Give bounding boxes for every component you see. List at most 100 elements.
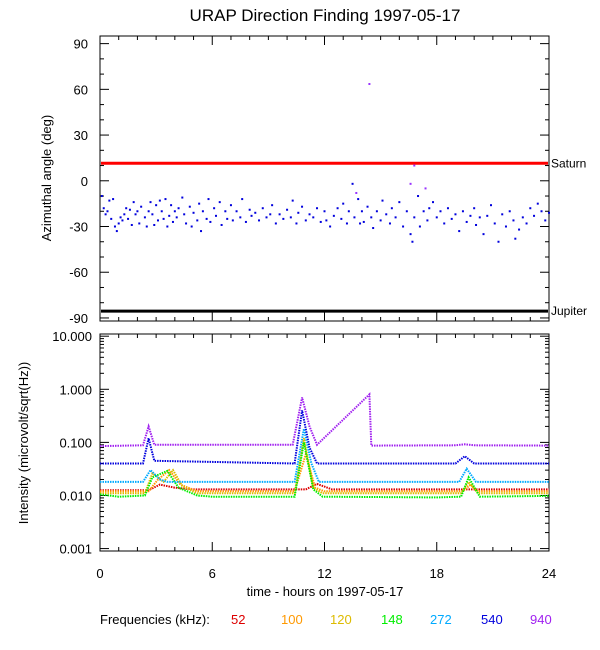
- azimuth-point: [475, 223, 478, 226]
- azimuth-point: [106, 210, 109, 213]
- reference-lines: Saturn Jupiter: [101, 156, 587, 318]
- bottom-y-axis-label: Intensity (microvolt/sqrt(Hz)): [16, 362, 31, 525]
- azimuth-point: [355, 191, 358, 194]
- azimuth-point: [372, 227, 375, 230]
- azimuth-point: [375, 210, 378, 213]
- azimuth-point: [170, 204, 173, 207]
- legend-item-120: 120: [330, 612, 352, 627]
- azimuth-point: [359, 222, 362, 225]
- azimuth-point: [465, 220, 468, 223]
- azimuth-point: [417, 195, 420, 198]
- series-line-120: [100, 438, 549, 495]
- azimuth-point: [529, 207, 532, 210]
- azimuth-point: [115, 230, 118, 233]
- legend-item-940: 940: [530, 612, 552, 627]
- azimuth-point: [171, 220, 174, 223]
- azimuth-point: [390, 207, 393, 210]
- series-line-52: [100, 482, 549, 492]
- azimuth-point: [362, 220, 365, 223]
- azimuth-point: [149, 201, 152, 204]
- azimuth-point: [205, 217, 208, 220]
- azimuth-point: [512, 219, 515, 222]
- top-y-tick-label: 60: [74, 82, 88, 97]
- azimuth-point: [132, 201, 135, 204]
- azimuth-point: [224, 210, 227, 213]
- azimuth-point: [258, 219, 261, 222]
- azimuth-point: [166, 225, 169, 228]
- azimuth-point: [394, 216, 397, 219]
- azimuth-point: [291, 199, 294, 202]
- azimuth-point: [177, 207, 180, 210]
- azimuth-point: [117, 222, 120, 225]
- x-tick-label: 18: [430, 566, 444, 581]
- azimuth-point: [153, 223, 156, 226]
- azimuth-point: [450, 217, 453, 220]
- azimuth-point: [181, 196, 184, 199]
- bottom-y-tick-label: 10.000: [52, 329, 92, 344]
- azimuth-point: [155, 204, 158, 207]
- azimuth-point: [518, 228, 521, 231]
- azimuth-point: [446, 207, 449, 210]
- azimuth-point: [123, 213, 126, 216]
- azimuth-point: [162, 217, 165, 220]
- azimuth-point: [418, 225, 421, 228]
- azimuth-point: [332, 214, 335, 217]
- azimuth-point: [164, 198, 167, 201]
- chart-title: URAP Direction Finding 1997-05-17: [190, 6, 461, 25]
- legend-item-100: 100: [281, 612, 303, 627]
- azimuth-point: [312, 216, 315, 219]
- frequency-legend: Frequencies (kHz): 52 100 120 148 272 540 940: [100, 612, 552, 627]
- azimuth-point: [345, 222, 348, 225]
- legend-label: Frequencies (kHz):: [100, 612, 210, 627]
- top-panel-azimuth: 90 60 30 0 -30 -60 -90 Saturn Jupiter Azimuthal…: [39, 35, 587, 326]
- azimuth-point: [473, 207, 476, 210]
- azimuth-point: [185, 222, 188, 225]
- azimuth-point: [119, 216, 122, 219]
- azimuth-point: [127, 217, 130, 220]
- series-line-100: [100, 450, 549, 493]
- azimuth-point: [147, 210, 150, 213]
- azimuth-point: [411, 240, 414, 243]
- azimuth-point: [200, 230, 203, 233]
- x-tick-label: 6: [209, 566, 216, 581]
- azimuth-point: [274, 222, 277, 225]
- azimuth-point: [213, 207, 216, 210]
- azimuth-point: [497, 240, 500, 243]
- bottom-x-axis-label: time - hours on 1997-05-17: [247, 584, 404, 599]
- azimuth-point: [151, 213, 154, 216]
- azimuth-point: [501, 213, 504, 216]
- azimuth-point: [143, 216, 146, 219]
- azimuth-point: [486, 214, 489, 217]
- azimuth-point: [548, 211, 550, 214]
- azimuth-point: [196, 219, 199, 222]
- azimuth-point: [454, 213, 457, 216]
- azimuth-point: [108, 199, 111, 202]
- azimuth-point: [521, 216, 524, 219]
- azimuth-point: [229, 204, 232, 207]
- azimuth-point: [271, 204, 274, 207]
- series-line-940: [99, 392, 550, 448]
- azimuth-point: [435, 216, 438, 219]
- azimuth-point: [366, 205, 369, 208]
- azimuth-point: [370, 216, 373, 219]
- top-y-tick-label: 30: [74, 128, 88, 143]
- azimuth-point: [265, 216, 268, 219]
- bottom-panel-intensity: 0.001 0.010 0.100 1.000 10.000 0 6 12 18 24 Inten…: [16, 329, 556, 599]
- azimuth-point: [188, 205, 191, 208]
- top-y-tick-label: 90: [74, 37, 88, 52]
- azimuth-point: [316, 207, 319, 210]
- top-axis-ticks: 90 60 30 0 -30 -60 -90: [69, 36, 550, 326]
- azimuth-point: [248, 208, 251, 211]
- azimuth-point: [379, 219, 382, 222]
- azimuth-point: [533, 214, 536, 217]
- azimuth-point: [207, 198, 210, 201]
- azimuth-point: [121, 219, 124, 222]
- azimuth-point: [289, 216, 292, 219]
- bottom-y-tick-label: 1.000: [59, 382, 92, 397]
- x-tick-label: 24: [542, 566, 556, 581]
- azimuth-point: [241, 198, 244, 201]
- azimuth-point: [368, 83, 371, 86]
- azimuth-point: [544, 219, 547, 222]
- legend-items: 52 100 120 148 272 540 940: [231, 612, 552, 627]
